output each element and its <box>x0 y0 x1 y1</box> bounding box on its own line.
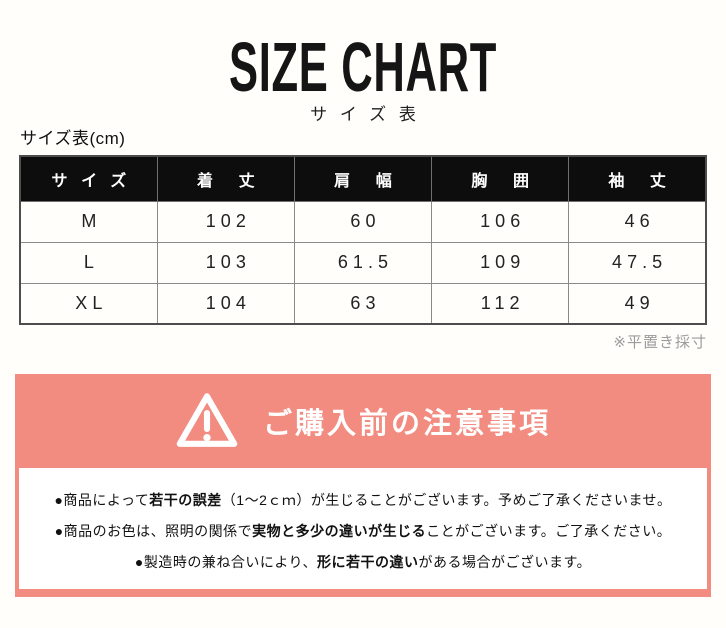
cell-size: XL <box>19 282 158 325</box>
notice-text: ●商品によって <box>54 492 150 508</box>
header-cell-sleeve: 袖丈 <box>568 155 707 202</box>
cell-size: M <box>19 200 158 243</box>
notice-body: ●商品によって若干の誤差（1〜2ｃｍ）が生じることがございます。予めご了承くださ… <box>19 468 707 589</box>
notice-text: ●製造時の兼ね合いにより、 <box>134 554 317 570</box>
header-cell-length: 着丈 <box>156 155 295 202</box>
header-cell-shoulder: 肩幅 <box>293 155 433 202</box>
size-table: サイズ 着丈 肩幅 胸囲 袖丈 M 102 60 106 46 L 103 61… <box>19 155 707 325</box>
cell-chest: 109 <box>431 241 570 284</box>
page-subtitle: サイズ表 <box>310 105 429 124</box>
notice-text: ●商品のお色は、照明の関係で <box>54 523 253 539</box>
cell-sleeve: 46 <box>568 200 707 243</box>
cell-shoulder: 63 <box>293 282 433 325</box>
warning-triangle-icon <box>176 393 238 447</box>
cell-chest: 106 <box>431 200 570 243</box>
notice-text-bold: 実物と多少の違いが生じる <box>252 523 427 539</box>
notice-text: がある場合がございます。 <box>418 554 592 570</box>
notice-line-1: ●商品によって若干の誤差（1〜2ｃｍ）が生じることがございます。予めご了承くださ… <box>19 485 707 516</box>
notice-box: ご購入前の注意事項 ●商品によって若干の誤差（1〜2ｃｍ）が生じることがございま… <box>15 374 711 597</box>
page-title: SIZE CHART <box>229 27 497 106</box>
notice-text: ことがございます。ご了承ください。 <box>426 523 672 539</box>
header-cell-size: サイズ <box>19 155 158 202</box>
title-block: SIZE CHART <box>0 27 726 106</box>
table-row-m: M 102 60 106 46 <box>19 200 707 243</box>
cell-chest: 112 <box>431 282 570 325</box>
size-table-wrap: サイズ 着丈 肩幅 胸囲 袖丈 M 102 60 106 46 L 103 61… <box>19 155 707 325</box>
cell-sleeve: 49 <box>568 282 707 325</box>
cell-shoulder: 61.5 <box>293 241 433 284</box>
notice-line-3: ●製造時の兼ね合いにより、形に若干の違いがある場合がございます。 <box>19 547 707 578</box>
table-caption: サイズ表(cm) <box>20 129 126 148</box>
cell-length: 104 <box>156 282 295 325</box>
measure-note: ※平置き採寸 <box>613 334 707 351</box>
notice-header: ご購入前の注意事項 <box>15 374 711 468</box>
notice-line-2: ●商品のお色は、照明の関係で実物と多少の違いが生じることがございます。ご了承くだ… <box>19 516 707 547</box>
table-header-row: サイズ 着丈 肩幅 胸囲 袖丈 <box>19 155 707 202</box>
cell-shoulder: 60 <box>293 200 433 243</box>
notice-text: （1〜2ｃｍ）が生じることがございます。予めご了承くださいませ。 <box>221 492 672 508</box>
cell-length: 102 <box>156 200 295 243</box>
cell-sleeve: 47.5 <box>568 241 707 284</box>
cell-size: L <box>19 241 158 284</box>
table-row-xl: XL 104 63 112 49 <box>19 282 707 325</box>
notice-text-bold: 若干の誤差 <box>149 492 222 508</box>
notice-title: ご購入前の注意事項 <box>262 408 551 440</box>
cell-length: 103 <box>156 241 295 284</box>
table-row-l: L 103 61.5 109 47.5 <box>19 241 707 284</box>
notice-text-bold: 形に若干の違い <box>317 554 419 570</box>
header-cell-chest: 胸囲 <box>431 155 570 202</box>
